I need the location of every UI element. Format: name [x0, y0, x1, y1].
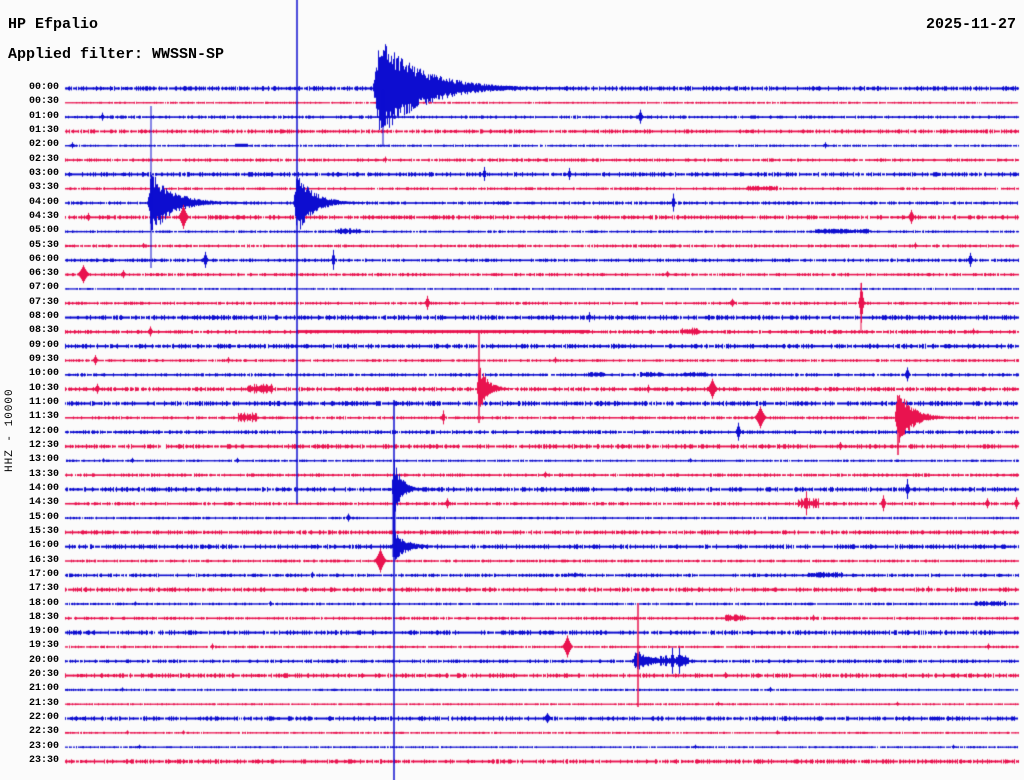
time-label: 06:30: [28, 268, 59, 280]
time-label: 23:30: [28, 755, 59, 767]
time-label: 11:00: [28, 397, 59, 409]
time-label: 20:30: [28, 669, 59, 681]
time-label: 18:30: [28, 611, 59, 623]
time-label: 05:30: [28, 239, 59, 251]
time-label: 03:00: [28, 167, 59, 179]
time-label: 22:30: [28, 726, 59, 738]
time-label: 16:00: [28, 540, 59, 552]
applied-filter-label: Applied filter: WWSSN-SP: [8, 46, 225, 63]
time-label: 13:00: [28, 454, 59, 466]
time-label: 14:00: [28, 482, 59, 494]
time-label: 10:00: [28, 368, 59, 380]
time-label: 09:30: [28, 354, 59, 366]
time-label: 17:30: [28, 583, 59, 595]
time-label: 21:30: [28, 697, 59, 709]
time-label: 09:00: [28, 339, 59, 351]
time-label: 17:00: [28, 568, 59, 580]
time-label: 04:00: [28, 196, 59, 208]
time-label: 01:30: [28, 124, 59, 136]
time-label: 22:00: [28, 712, 59, 724]
time-label: 11:30: [28, 411, 59, 423]
date-label: 2025-11-27: [925, 16, 1016, 33]
time-label: 18:00: [28, 597, 59, 609]
time-label: 04:30: [28, 210, 59, 222]
time-label: 05:00: [28, 225, 59, 237]
time-label: 07:30: [28, 296, 59, 308]
time-label: 14:30: [28, 497, 59, 509]
time-label: 19:00: [28, 626, 59, 638]
time-label: 15:30: [28, 525, 59, 537]
time-label: 02:00: [28, 139, 59, 151]
time-label: 06:00: [28, 253, 59, 265]
time-label: 08:30: [28, 325, 59, 337]
time-label: 21:00: [28, 683, 59, 695]
time-label: 13:30: [28, 468, 59, 480]
time-label: 12:30: [28, 440, 59, 451]
time-label: 10:30: [28, 382, 59, 394]
time-label: 03:30: [28, 182, 59, 194]
time-label: 15:00: [28, 511, 59, 523]
time-label: 08:00: [28, 311, 59, 323]
time-label: 19:30: [28, 640, 59, 652]
time-label: 00:00: [28, 82, 59, 93]
time-label: 12:00: [28, 425, 59, 437]
time-label: 02:30: [28, 153, 59, 165]
time-label: 23:00: [28, 740, 59, 752]
time-label: 01:00: [28, 110, 59, 122]
time-label: 20:00: [28, 654, 59, 666]
time-label: 16:30: [28, 554, 59, 566]
station-title: HP Efpalio: [8, 16, 99, 33]
time-label: 00:30: [28, 96, 59, 108]
time-label: 07:00: [28, 282, 59, 294]
